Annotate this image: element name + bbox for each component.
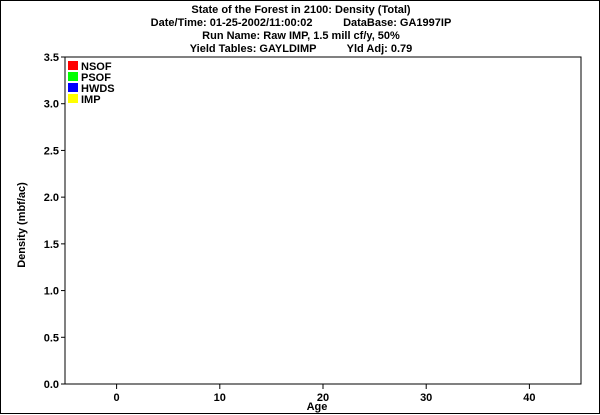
x-axis-label: Age — [307, 401, 328, 413]
datetime-label: Date/Time: 01-25-2002/11:00:02 — [150, 17, 313, 29]
legend-swatch-hwds — [68, 83, 78, 92]
x-tick-label-1: 10 — [214, 392, 226, 404]
database-label: DataBase: GA1997IP — [343, 17, 452, 29]
x-tick-label-3: 30 — [420, 392, 432, 404]
x-tick-label-2: 20 — [317, 392, 329, 404]
y-tick-label-3: 1.5 — [44, 239, 59, 251]
legend-label-nsof: NSOF — [81, 61, 112, 73]
legend-swatch-psof — [68, 72, 78, 81]
x-tick-label-4: 40 — [523, 392, 535, 404]
chart-subtitle-run: Run Name: Raw IMP, 1.5 mill cf/y, 50% — [202, 30, 400, 42]
chart-subtitle-yield: Yield Tables: GAYLDIMP Yld Adj: 0.79 — [1, 43, 600, 56]
y-tick-labels: 0.0 0.5 1.0 1.5 2.0 2.5 3.0 3.5 — [44, 52, 59, 391]
yld-adj-label: Yld Adj: 0.79 — [346, 43, 413, 55]
y-tick-label-6: 3.0 — [44, 99, 59, 111]
y-tick-label-5: 2.5 — [44, 145, 59, 157]
chart-subtitle-datetime: Date/Time: 01-25-2002/11:00:02 DataBase:… — [1, 17, 600, 30]
legend-swatch-imp — [68, 94, 78, 103]
legend-label-imp: IMP — [81, 94, 101, 106]
legend-label-hwds: HWDS — [81, 83, 115, 95]
plot-frame — [64, 56, 582, 385]
yield-tables-label: Yield Tables: GAYLDIMP — [189, 43, 317, 55]
legend-swatch-nsof — [68, 61, 78, 70]
y-tick-label-1: 0.5 — [44, 332, 59, 344]
y-tick-label-2: 1.0 — [44, 286, 59, 298]
y-axis-label: Density (mbf/ac) — [16, 182, 28, 268]
chart-title: State of the Forest in 2100: Density (To… — [191, 4, 411, 16]
x-tick-label-0: 0 — [114, 392, 120, 404]
y-tick-label-0: 0.0 — [44, 379, 59, 391]
y-tick-label-4: 2.0 — [44, 192, 59, 204]
legend-label-psof: PSOF — [81, 72, 111, 84]
axes — [61, 56, 582, 389]
x-tick-labels: 0 10 20 30 40 — [114, 392, 536, 404]
y-tick-label-7: 3.5 — [44, 52, 59, 64]
